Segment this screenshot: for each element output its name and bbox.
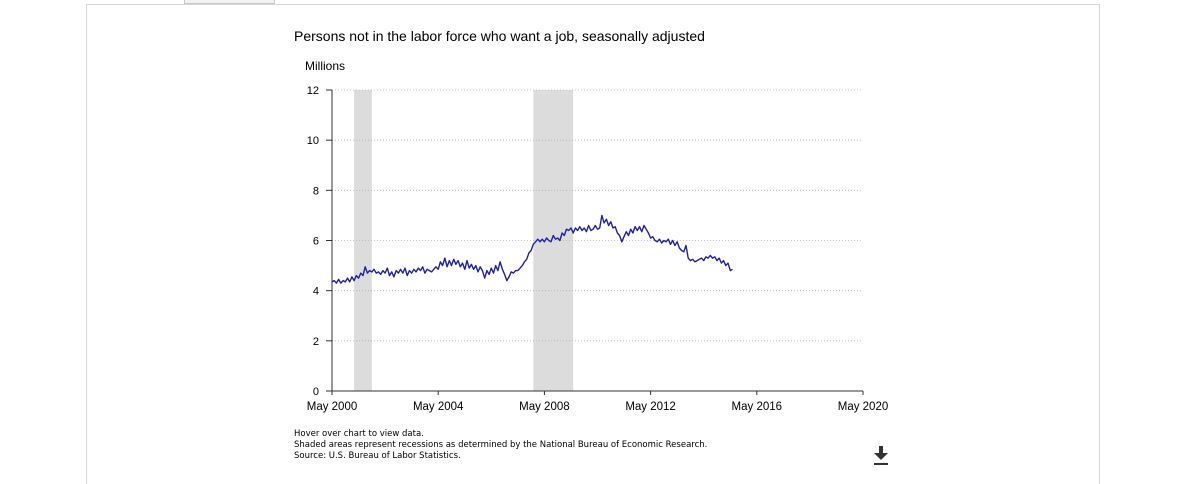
source-note: Source: U.S. Bureau of Labor Statistics. — [294, 451, 461, 461]
chart-panel — [86, 4, 1100, 484]
y-tick-label: 6 — [313, 236, 319, 248]
line-chart[interactable]: 0 2 4 6 8 10 12 May 2000 May 2004 May 2008 May 201… — [0, 0, 1192, 470]
hover-note: Hover over chart to view data. — [294, 429, 424, 439]
y-tick-label: 10 — [307, 135, 319, 147]
y-tick-label: 2 — [313, 336, 319, 348]
y-axis-unit-label: Millions — [305, 59, 346, 73]
tab-stub[interactable] — [184, 0, 275, 4]
chart-notes: Hover over chart to view data. Shaded ar… — [294, 429, 707, 462]
y-tick-label: 12 — [307, 85, 319, 97]
y-tick-label: 0 — [313, 386, 319, 398]
download-icon — [874, 446, 888, 465]
download-button[interactable] — [868, 443, 894, 467]
x-tick-label: May 2016 — [732, 401, 783, 413]
x-tick-label: May 2000 — [307, 401, 358, 413]
series-line-1 — [331, 214, 733, 284]
recession-note: Shaded areas represent recessions as det… — [294, 440, 708, 450]
x-tick-label: May 2020 — [838, 401, 889, 413]
x-tick-label: May 2008 — [519, 401, 570, 413]
chart-title: Persons not in the labor force who want … — [294, 28, 705, 44]
y-tick-label: 8 — [313, 185, 319, 197]
x-tick-label: May 2012 — [625, 401, 676, 413]
y-tick-label: 4 — [313, 286, 319, 298]
x-tick-label: May 2004 — [413, 401, 464, 413]
